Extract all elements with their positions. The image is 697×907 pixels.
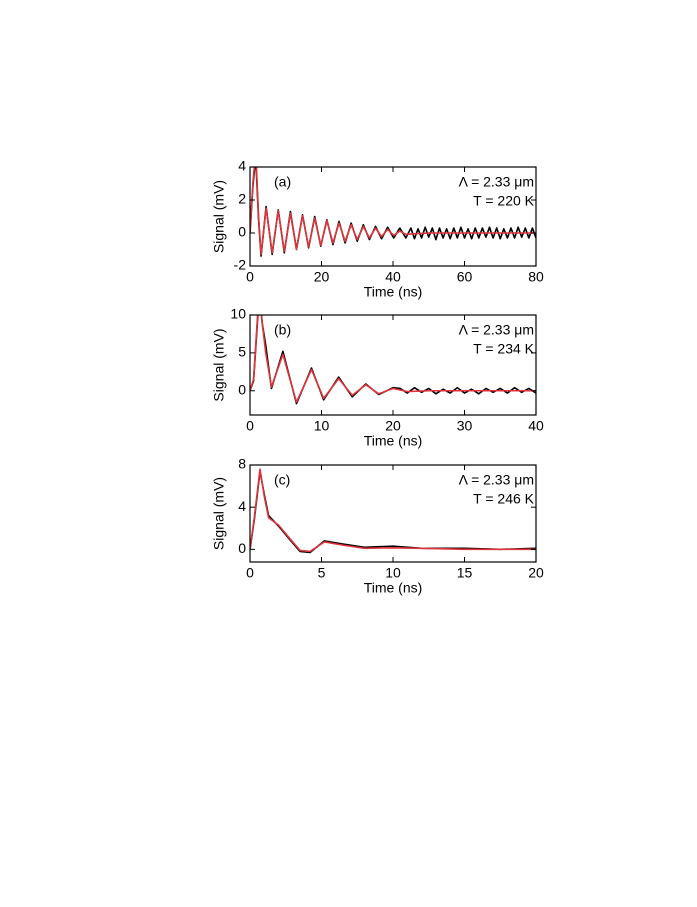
x-tick-label: 20 — [385, 418, 401, 434]
y-tick-label: 4 — [238, 498, 246, 514]
x-tick-label: 60 — [457, 269, 473, 285]
panel: 0 10 20 30 40 0 5 10 Time (ns) Signal (mV) (b) Λ = … — [211, 306, 544, 449]
panel-label: (c) — [274, 472, 290, 488]
y-tick-label: 8 — [238, 456, 246, 472]
y-axis-label: Signal (mV) — [211, 477, 227, 550]
y-tick-label: -2 — [234, 257, 247, 273]
panel-label: (b) — [274, 322, 291, 338]
x-tick-label: 10 — [385, 565, 401, 581]
x-tick-label: 40 — [385, 269, 401, 285]
y-axis-label: Signal (mV) — [211, 328, 227, 401]
x-tick-label: 0 — [246, 418, 254, 434]
annotation: T = 234 K — [473, 341, 535, 357]
data-line — [250, 167, 536, 256]
annotation: T = 220 K — [473, 193, 535, 209]
y-tick-label: 0 — [238, 540, 246, 556]
data-line — [250, 315, 536, 403]
annotation: T = 246 K — [473, 491, 535, 507]
x-axis-label: Time (ns) — [364, 433, 423, 449]
y-tick-label: 0 — [238, 381, 246, 397]
x-tick-label: 20 — [528, 565, 544, 581]
y-axis-label: Signal (mV) — [211, 180, 227, 253]
panel: 0 5 10 15 20 0 4 8 Time (ns) Signal (mV) (c) Λ = 2.… — [211, 456, 544, 596]
x-axis-label: Time (ns) — [364, 580, 423, 596]
data-line — [250, 468, 536, 553]
x-tick-label: 0 — [246, 565, 254, 581]
x-tick-label: 5 — [318, 565, 326, 581]
y-tick-label: 5 — [238, 344, 246, 360]
x-tick-label: 0 — [246, 269, 254, 285]
x-tick-label: 10 — [314, 418, 330, 434]
annotation: Λ = 2.33 μm — [459, 472, 534, 488]
x-tick-label: 80 — [528, 269, 544, 285]
x-tick-label: 15 — [457, 565, 473, 581]
annotation: Λ = 2.33 μm — [459, 174, 534, 190]
y-tick-label: 10 — [230, 306, 246, 322]
x-tick-label: 40 — [528, 418, 544, 434]
y-tick-label: 2 — [238, 191, 246, 207]
panel-label: (a) — [274, 174, 291, 190]
x-tick-label: 30 — [457, 418, 473, 434]
y-tick-label: 4 — [238, 158, 246, 174]
y-tick-label: 0 — [238, 224, 246, 240]
x-tick-label: 20 — [314, 269, 330, 285]
x-axis-label: Time (ns) — [364, 284, 423, 300]
annotation: Λ = 2.33 μm — [459, 322, 534, 338]
